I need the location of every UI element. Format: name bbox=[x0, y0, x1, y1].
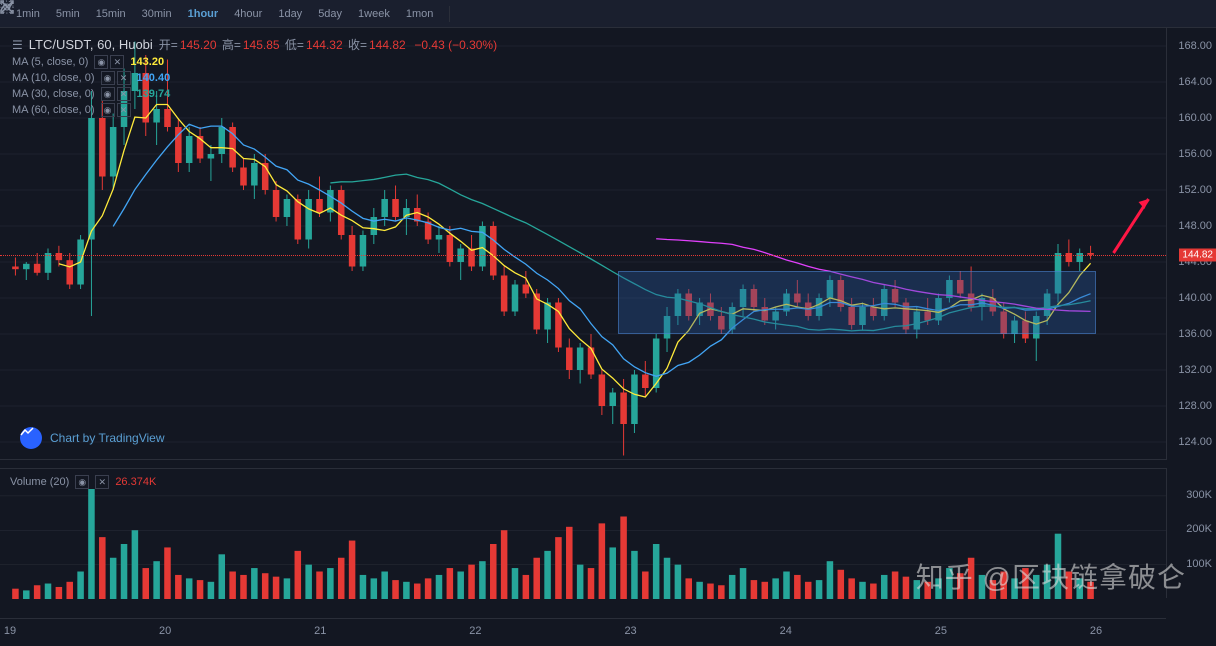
volume-label: Volume (20) bbox=[10, 476, 69, 488]
price-y-axis[interactable]: 124.00128.00132.00136.00140.00144.00148.… bbox=[1166, 28, 1216, 460]
price-ytick: 128.00 bbox=[1178, 400, 1212, 412]
credit-text: Chart by TradingView bbox=[50, 431, 165, 445]
price-ytick: 132.00 bbox=[1178, 364, 1212, 376]
price-ytick: 160.00 bbox=[1178, 112, 1212, 124]
timeframe-4hour[interactable]: 4hour bbox=[226, 4, 270, 24]
tradingview-credit: Chart by TradingView bbox=[20, 427, 165, 449]
time-xtick: 25 bbox=[935, 625, 947, 637]
price-ytick: 124.00 bbox=[1178, 436, 1212, 448]
volume-ytick: 300K bbox=[1186, 489, 1212, 501]
watermark-text: 知乎 @区块链拿破仑 bbox=[916, 556, 1186, 596]
timeframe-1hour[interactable]: 1hour bbox=[180, 4, 227, 24]
time-xtick: 19 bbox=[4, 625, 16, 637]
timeframe-1mon[interactable]: 1mon bbox=[398, 4, 442, 24]
ma-visibility-icon[interactable]: ◉ bbox=[101, 87, 115, 101]
timeframe-1day[interactable]: 1day bbox=[270, 4, 310, 24]
ma-visibility-icon[interactable]: ◉ bbox=[101, 103, 115, 117]
ma-visibility-icon[interactable]: ◉ bbox=[101, 71, 115, 85]
timeframe-5min[interactable]: 5min bbox=[48, 4, 88, 24]
price-ytick: 140.00 bbox=[1178, 292, 1212, 304]
price-ytick: 164.00 bbox=[1178, 76, 1212, 88]
time-xtick: 26 bbox=[1090, 625, 1102, 637]
time-xtick: 24 bbox=[780, 625, 792, 637]
price-ytick: 136.00 bbox=[1178, 328, 1212, 340]
time-xtick: 23 bbox=[624, 625, 636, 637]
price-ytick: 148.00 bbox=[1178, 220, 1212, 232]
ma-indicator-row: MA (5, close, 0) ◉ ✕ 143.20 bbox=[12, 55, 499, 69]
timeframe-15min[interactable]: 15min bbox=[88, 4, 134, 24]
fullscreen-icon[interactable] bbox=[1158, 4, 1178, 24]
tradingview-logo-icon bbox=[20, 427, 42, 449]
timeframe-30min[interactable]: 30min bbox=[134, 4, 180, 24]
settings-icon[interactable] bbox=[478, 4, 498, 24]
ma-value: 139.74 bbox=[137, 88, 171, 100]
ma-indicator-row: MA (30, close, 0) ◉ ✕ 139.74 bbox=[12, 87, 499, 101]
time-xtick: 22 bbox=[469, 625, 481, 637]
timeframe-toolbar: 1min5min15min30min1hour4hour1day5day1wee… bbox=[0, 0, 1216, 28]
volume-close-icon[interactable]: ✕ bbox=[95, 475, 109, 489]
ma-name: MA (30, close, 0) bbox=[12, 88, 95, 100]
ma-value: 140.40 bbox=[137, 72, 171, 84]
indicators-icon[interactable] bbox=[458, 4, 478, 24]
ma-close-icon[interactable]: ✕ bbox=[110, 55, 124, 69]
volume-ytick: 100K bbox=[1186, 558, 1212, 570]
consolidation-rectangle bbox=[618, 271, 1096, 334]
close-icon[interactable] bbox=[1188, 4, 1208, 24]
timeframe-1week[interactable]: 1week bbox=[350, 4, 398, 24]
time-x-axis[interactable]: 19 20 21 22 23 24 25 26 bbox=[0, 618, 1166, 646]
ma-indicator-row: MA (10, close, 0) ◉ ✕ 140.40 bbox=[12, 71, 499, 85]
ma-close-icon[interactable]: ✕ bbox=[117, 103, 131, 117]
ma-close-icon[interactable]: ✕ bbox=[117, 71, 131, 85]
ma-indicator-row: MA (60, close, 0) ◉ ✕ bbox=[12, 103, 499, 117]
price-ytick: 152.00 bbox=[1178, 184, 1212, 196]
volume-value: 26.374K bbox=[115, 476, 156, 488]
chart-header: ☰ LTC/USDT, 60, Huobi 开=145.20 高=145.85 … bbox=[12, 36, 499, 117]
symbol-label: LTC/USDT, 60, Huobi bbox=[29, 37, 153, 52]
volume-ytick: 200K bbox=[1186, 523, 1212, 535]
ma-visibility-icon[interactable]: ◉ bbox=[94, 55, 108, 69]
ma-name: MA (10, close, 0) bbox=[12, 72, 95, 84]
price-ytick: 168.00 bbox=[1178, 40, 1212, 52]
menu-icon[interactable]: ☰ bbox=[12, 38, 23, 52]
time-xtick: 21 bbox=[314, 625, 326, 637]
current-price-tag: 144.82 bbox=[1179, 248, 1216, 261]
time-xtick: 20 bbox=[159, 625, 171, 637]
price-ytick: 156.00 bbox=[1178, 148, 1212, 160]
ma-name: MA (60, close, 0) bbox=[12, 104, 95, 116]
volume-visibility-icon[interactable]: ◉ bbox=[75, 475, 89, 489]
ma-value: 143.20 bbox=[130, 56, 164, 68]
ma-name: MA (5, close, 0) bbox=[12, 56, 88, 68]
ma-close-icon[interactable]: ✕ bbox=[117, 87, 131, 101]
current-price-line bbox=[0, 255, 1166, 256]
timeframe-5day[interactable]: 5day bbox=[310, 4, 350, 24]
